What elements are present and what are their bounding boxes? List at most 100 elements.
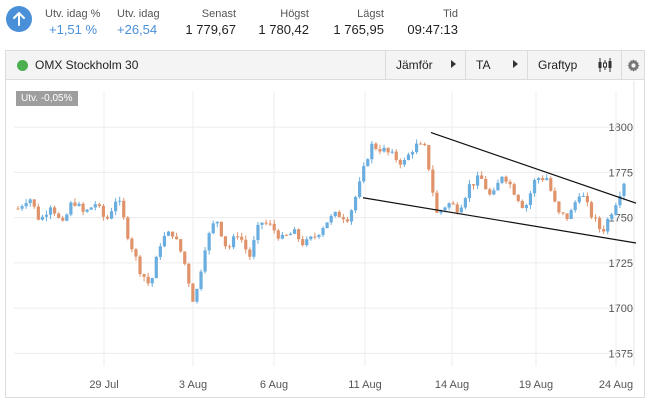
candle-body xyxy=(618,195,622,206)
stat-label: Senast xyxy=(201,8,236,20)
candle-body xyxy=(16,208,20,210)
quote-header: Utv. idag % +1,51 % Utv. idag +26,54 Sen… xyxy=(0,0,654,44)
stat-value: +26,54 xyxy=(117,22,158,37)
candle-body xyxy=(431,169,435,193)
ta-button[interactable]: TA xyxy=(465,51,527,79)
y-tick-label: 1700 xyxy=(609,303,633,315)
compare-label: Jämför xyxy=(396,58,433,72)
candle-body xyxy=(394,151,398,160)
candle-body xyxy=(138,256,142,275)
candle-body xyxy=(69,202,73,215)
stat-time: Tid 09:47:13 xyxy=(407,8,458,37)
candle-body xyxy=(183,251,187,264)
candle-body xyxy=(227,246,232,248)
candle-body xyxy=(195,288,199,302)
candle-body xyxy=(146,276,150,284)
candle-body xyxy=(85,209,89,212)
stat-last: Senast 1 779,67 xyxy=(185,8,236,37)
candle-body xyxy=(81,203,85,212)
candle-body xyxy=(536,178,541,181)
candle-body xyxy=(423,143,427,146)
candle-body xyxy=(175,236,179,240)
candle-body xyxy=(370,143,374,160)
candle-body xyxy=(593,217,598,219)
candle-body xyxy=(414,143,419,153)
candle-body xyxy=(297,229,301,240)
x-tick-label: 24 Aug xyxy=(599,379,633,391)
candle-body xyxy=(36,206,40,220)
candle-body xyxy=(427,145,431,170)
stat-label: Högst xyxy=(280,8,309,20)
candle-body xyxy=(362,166,366,182)
candlestick-icon xyxy=(598,58,612,72)
candle-body xyxy=(443,207,447,211)
candle-body xyxy=(410,152,415,155)
price-chart[interactable]: 1800 1775 1750 1725 1700 1675 29 Jul 3 Aug 6 Aug… xyxy=(6,81,644,397)
candle-body xyxy=(256,224,260,241)
candle-body xyxy=(488,189,492,195)
trendline-upper xyxy=(430,132,637,204)
y-tick-label: 1800 xyxy=(609,122,633,134)
ta-label: TA xyxy=(476,58,491,72)
candle-body xyxy=(325,222,329,229)
trendline-lower xyxy=(362,197,637,244)
candle-body xyxy=(500,176,504,183)
candle-body xyxy=(496,182,500,191)
stat-value: 1 765,95 xyxy=(333,22,384,37)
chart-type-button[interactable]: Graftyp xyxy=(527,51,621,79)
stat-label: Tid xyxy=(443,8,458,20)
candle-body xyxy=(374,143,378,150)
instrument-name: OMX Stockholm 30 xyxy=(35,58,139,72)
candle-body xyxy=(244,239,248,250)
candle-body xyxy=(158,246,162,257)
candle-body xyxy=(532,180,537,194)
candle-body xyxy=(284,234,289,236)
candle-body xyxy=(114,201,118,212)
candle-body xyxy=(215,221,219,224)
compare-button[interactable]: Jämför xyxy=(385,51,465,79)
candle-body xyxy=(61,217,65,221)
candle-body xyxy=(264,222,268,224)
candle-body xyxy=(321,228,325,235)
settings-button[interactable] xyxy=(621,51,644,79)
candle-body xyxy=(349,210,354,222)
candle-body xyxy=(508,181,512,185)
candle-body xyxy=(272,223,276,231)
candle-body xyxy=(288,233,293,236)
candle-body xyxy=(101,205,106,217)
trend-up-badge xyxy=(6,6,32,32)
gear-icon xyxy=(626,58,640,72)
candle-body xyxy=(512,184,516,195)
candle-body xyxy=(97,204,101,206)
candle-body xyxy=(549,178,553,191)
candle-body xyxy=(301,239,305,246)
y-tick-label: 1725 xyxy=(609,258,633,270)
stat-change: Utv. idag +26,54 xyxy=(117,8,160,37)
stat-value: 09:47:13 xyxy=(407,22,458,37)
candle-body xyxy=(610,214,614,219)
candle-body xyxy=(109,211,114,219)
caret-right-icon xyxy=(513,60,518,68)
candle-body xyxy=(484,178,488,190)
candle-body xyxy=(390,151,394,153)
arrow-up-icon xyxy=(13,12,25,26)
candle-body xyxy=(398,159,402,165)
candle-body xyxy=(211,223,215,234)
candle-body xyxy=(317,234,321,237)
candle-body xyxy=(166,231,171,236)
live-status-dot xyxy=(17,60,28,71)
candle-body xyxy=(122,200,126,218)
candle-body xyxy=(378,149,382,152)
candle-body xyxy=(602,229,606,232)
candle-body xyxy=(236,236,240,238)
candle-body xyxy=(435,192,439,213)
candle-body xyxy=(504,176,508,182)
candle-body xyxy=(40,216,45,220)
candle-body xyxy=(337,211,341,218)
candle-body xyxy=(313,236,317,238)
stat-high: Högst 1 780,42 xyxy=(258,8,309,37)
candle-body xyxy=(305,239,309,246)
candle-body xyxy=(524,205,528,208)
candle-body xyxy=(142,274,146,277)
stat-label: Utv. idag % xyxy=(45,8,101,20)
